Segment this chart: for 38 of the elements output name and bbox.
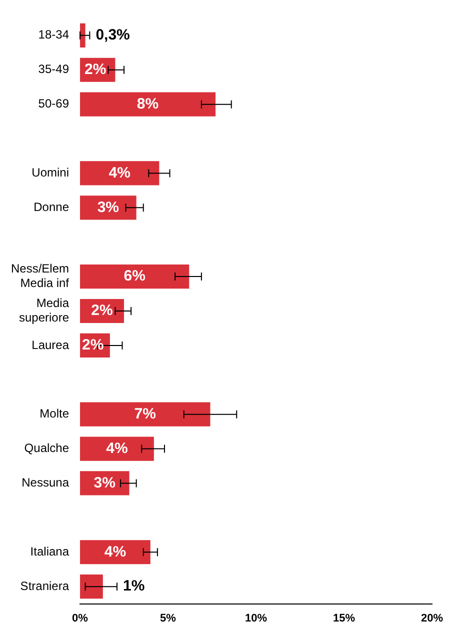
bar: [80, 574, 103, 599]
y-tick-label: Molte: [40, 406, 70, 421]
data-label: 1%: [122, 578, 145, 595]
y-tick-label: Qualche: [24, 441, 70, 456]
data-label: 2%: [84, 61, 106, 78]
y-tick-label: Nessuna: [22, 476, 70, 490]
data-label: 6%: [124, 268, 146, 285]
y-tick-label: 18-34: [38, 28, 70, 42]
data-label: 8%: [136, 95, 159, 112]
bar: [80, 540, 150, 564]
x-tick-label: 20%: [420, 612, 444, 624]
bar: [80, 436, 154, 461]
y-tick-label: Uomini: [32, 166, 70, 180]
y-tick-label: Straniera: [20, 578, 70, 593]
y-tick-label: Donne: [34, 200, 70, 214]
x-tick-label: 10%: [244, 612, 268, 624]
y-tick-label: Italiana: [30, 544, 70, 558]
bar: [80, 402, 210, 426]
y-tick-label: Media superiore: [18, 296, 70, 325]
x-tick-label: 0%: [72, 612, 88, 624]
bar: [80, 23, 86, 48]
data-label: 7%: [134, 405, 156, 422]
y-tick-label: 35-49: [38, 62, 70, 76]
data-label: 4%: [108, 164, 130, 182]
y-tick-label: Laurea: [32, 338, 70, 352]
bar: [80, 264, 190, 289]
y-tick-label: Ness/Elem Media inf: [11, 262, 70, 290]
y-tick-label: 50-69: [38, 96, 70, 111]
x-tick-label: 15%: [332, 612, 356, 624]
data-label: 3%: [94, 474, 116, 492]
data-label: 4%: [106, 440, 128, 457]
data-label: 4%: [104, 543, 126, 560]
x-tick-label: 5%: [160, 612, 176, 624]
bar: [80, 92, 216, 116]
data-label: 2%: [91, 302, 113, 320]
bar: [80, 161, 160, 186]
data-label: 0,3%: [96, 26, 130, 44]
data-label: 3%: [97, 198, 120, 216]
